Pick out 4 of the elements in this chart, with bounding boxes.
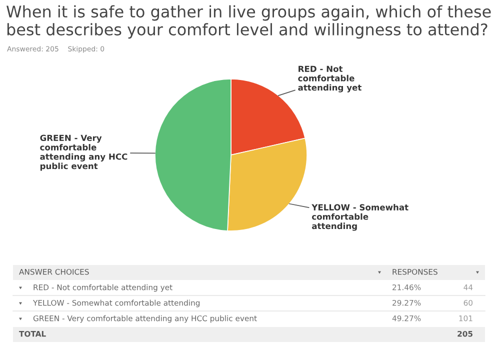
slice-label: YELLOW - Somewhat comfortable attending [312,204,408,231]
chart-title: When it is safe to gather in live groups again, which of these best describes your comfort level and willingness to attend? [6,5,491,39]
slice-label: GREEN - Very comfortable attending any HCC public event [40,134,128,171]
slice-label: RED - Not comfortable attending yet [298,66,362,92]
